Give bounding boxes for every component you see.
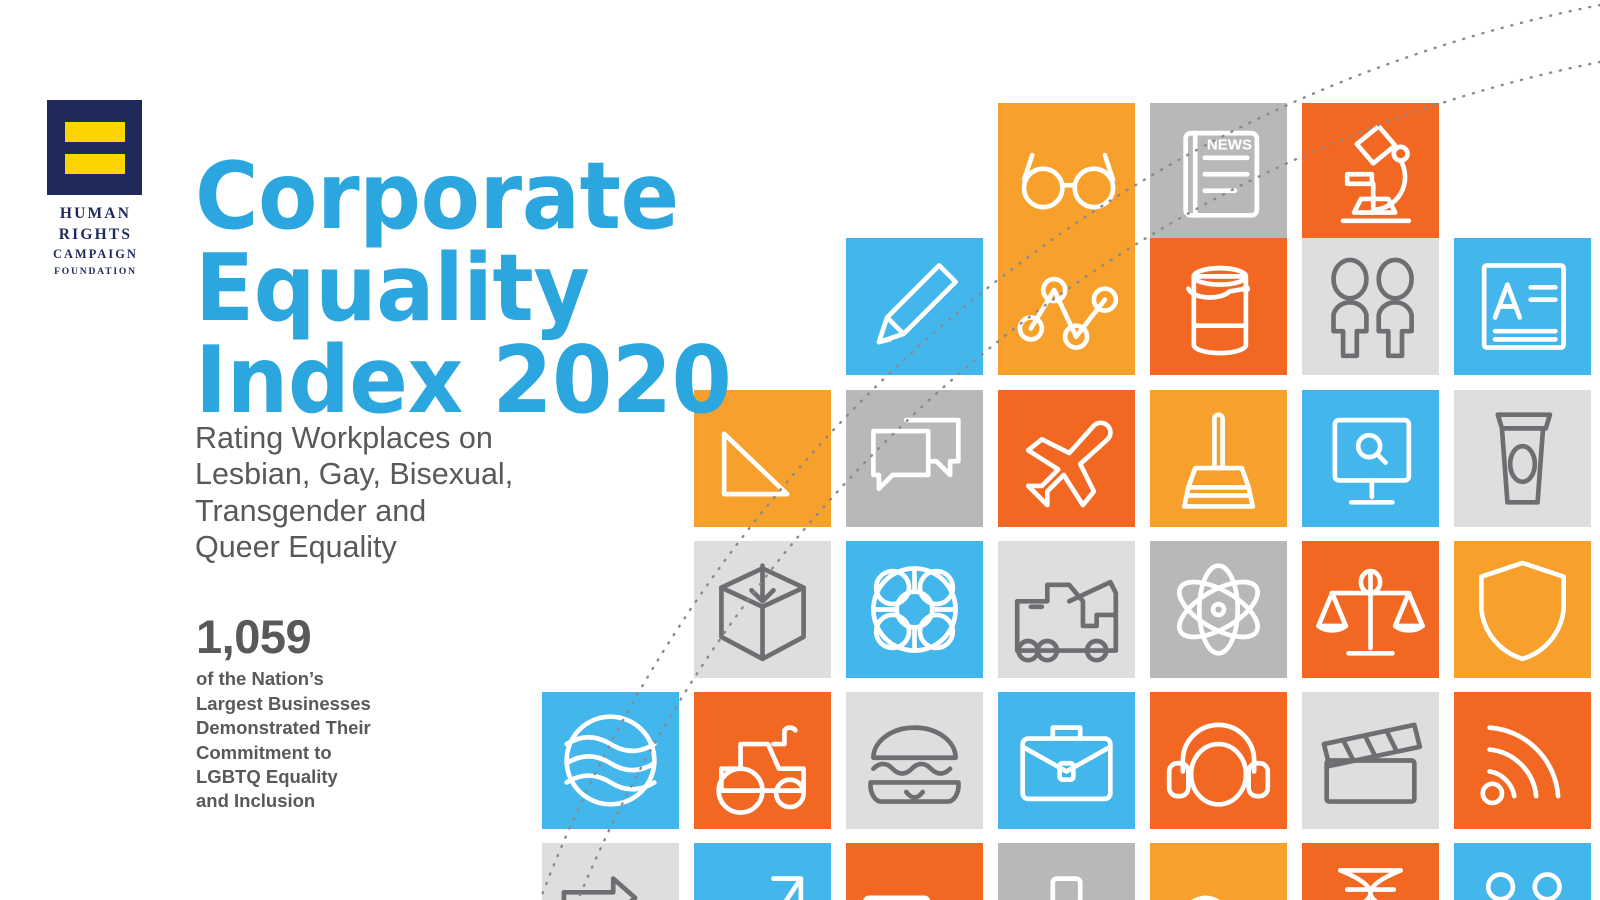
mosaic-cell-headset-icon [1150,692,1287,829]
mosaic-cell-two-people-icon [1302,238,1439,375]
cell-background [1150,103,1287,240]
cell-background [1454,238,1591,375]
cell-background [694,692,831,829]
page-subtitle: Rating Workplaces on Lesbian, Gay, Bisex… [195,420,555,566]
cell-background [998,390,1135,527]
logo-line-campaign: CAMPAIGN [53,247,138,262]
cell-background [846,390,983,527]
statistic-description: of the Nation’s Largest Businesses Demon… [196,667,496,813]
mosaic-cell-tractor-icon [694,692,831,829]
hrc-logo-wordmark: HUMAN RIGHTS CAMPAIGN FOUNDATION [47,204,144,279]
title-line-2: Equality [195,234,590,343]
mosaic-cell-document-a-icon [1454,238,1591,375]
mosaic-cell-shipping-label-icon [542,843,679,900]
mosaic-cell-toolbox-icon [998,843,1135,900]
mosaic-cell-burger-icon [846,692,983,829]
subtitle-line-1: Rating Workplaces on [195,421,493,455]
mosaic-cell-line-chart-icon [998,238,1135,375]
mosaic-cell-scales-icon [1302,541,1439,678]
statistic-block: 1,059 of the Nation’s Largest Businesses… [196,612,496,814]
subtitle-line-4: Queer Equality [195,530,397,565]
logo-line-rights: RIGHTS [58,225,133,243]
title-line-3: Index 2020 [195,326,732,435]
cell-background [1454,390,1591,527]
mosaic-cell-glasses-icon [998,103,1135,240]
logo-line-human: HUMAN [59,205,132,222]
subtitle-line-2: Lesbian, Gay, Bisexual, [195,457,514,492]
cell-background [1454,692,1591,829]
hrc-equality-mark [47,100,142,195]
stat-line-4: Commitment to [196,741,332,763]
mosaic-cell-clapperboard-icon [1302,692,1439,829]
title-line-1: Corporate [195,142,679,251]
mosaic-cell-globe-waves-icon [542,692,679,829]
cell-background [1150,843,1287,900]
mosaic-cell-ribbon-icon [1150,843,1287,900]
cell-background [998,103,1135,240]
cell-background [998,843,1135,900]
equals-bar-bottom [65,154,125,174]
cell-background [1302,238,1439,375]
mosaic-cell-broom-icon [1150,390,1287,527]
logo-line-foundation: FOUNDATION [54,265,137,277]
equals-bar-top [65,122,125,142]
cell-background [846,692,983,829]
cell-background [998,692,1135,829]
cell-background [1150,541,1287,678]
hrc-logo[interactable]: HUMAN RIGHTS CAMPAIGN FOUNDATION [47,100,144,279]
mosaic-cell-newspaper-icon: NEWS [1150,103,1287,240]
stat-line-3: Demonstrated Their [196,717,371,739]
stat-line-6: and Inclusion [196,790,316,812]
cell-background [1454,843,1591,900]
mosaic-cell-trend-arrow-icon [694,843,831,900]
mosaic-cell-paint-can-icon [1150,238,1287,375]
mosaic-cell-package-box-icon [694,541,831,678]
mosaic-cell-shield-icon [1454,541,1591,678]
mosaic-cell-devices-icon [846,843,983,900]
mosaic-cell-airplane-icon [998,390,1135,527]
cell-background [846,541,983,678]
subtitle-line-3: Transgender and [195,493,427,528]
left-content-column: HUMAN RIGHTS CAMPAIGN FOUNDATION Corpora… [0,0,732,900]
stat-line-5: LGBTQ Equality [196,765,338,787]
mosaic-cell-atom-icon [1150,541,1287,678]
cell-background [694,843,831,900]
stat-line-1: of the Nation’s [196,668,324,690]
page-title: Corporate Equality Index 2020 [195,142,835,435]
mosaic-cell-wifi-signal-icon [1454,692,1591,829]
mosaic-cell-crane-truck-icon [998,541,1135,678]
mosaic-cell-monitor-search-icon [1302,390,1439,527]
mosaic-cell-pen-icon [846,238,983,375]
mosaic-cell-coffee-cup-icon [1454,390,1591,527]
svg-text:NEWS: NEWS [1207,137,1252,154]
mosaic-cell-microscope-icon [1302,103,1439,240]
cell-background [1150,692,1287,829]
cell-background [846,843,983,900]
mosaic-cell-life-ring-icon [846,541,983,678]
cell-background [542,692,679,829]
stat-line-2: Largest Businesses [196,692,371,714]
statistic-number: 1,059 [196,610,312,663]
mosaic-cell-speech-bubbles-icon [846,390,983,527]
mosaic-cell-briefcase-icon [998,692,1135,829]
cell-background [846,238,983,375]
mosaic-cell-people-group-icon [1454,843,1591,900]
mosaic-cell-dna-icon [1302,843,1439,900]
